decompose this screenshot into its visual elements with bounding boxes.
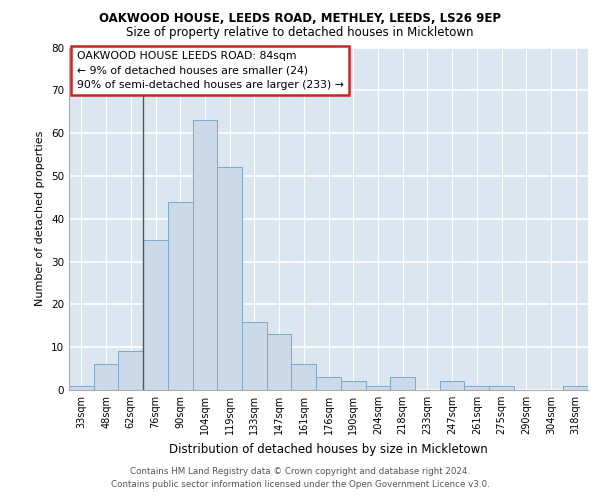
Text: OAKWOOD HOUSE LEEDS ROAD: 84sqm
← 9% of detached houses are smaller (24)
90% of : OAKWOOD HOUSE LEEDS ROAD: 84sqm ← 9% of …: [77, 51, 344, 90]
Bar: [217, 168, 242, 390]
Bar: [341, 382, 365, 390]
Bar: [143, 240, 168, 390]
Bar: [94, 364, 118, 390]
Bar: [267, 334, 292, 390]
Bar: [193, 120, 217, 390]
Text: Contains HM Land Registry data © Crown copyright and database right 2024.
Contai: Contains HM Land Registry data © Crown c…: [110, 467, 490, 489]
Text: Size of property relative to detached houses in Mickletown: Size of property relative to detached ho…: [126, 26, 474, 39]
Y-axis label: Number of detached properties: Number of detached properties: [35, 131, 46, 306]
Bar: [563, 386, 588, 390]
Bar: [168, 202, 193, 390]
Bar: [118, 352, 143, 390]
X-axis label: Distribution of detached houses by size in Mickletown: Distribution of detached houses by size …: [169, 442, 488, 456]
Bar: [464, 386, 489, 390]
Bar: [316, 377, 341, 390]
Text: OAKWOOD HOUSE, LEEDS ROAD, METHLEY, LEEDS, LS26 9EP: OAKWOOD HOUSE, LEEDS ROAD, METHLEY, LEED…: [99, 12, 501, 26]
Bar: [440, 382, 464, 390]
Bar: [390, 377, 415, 390]
Bar: [489, 386, 514, 390]
Bar: [69, 386, 94, 390]
Bar: [242, 322, 267, 390]
Bar: [292, 364, 316, 390]
Bar: [365, 386, 390, 390]
